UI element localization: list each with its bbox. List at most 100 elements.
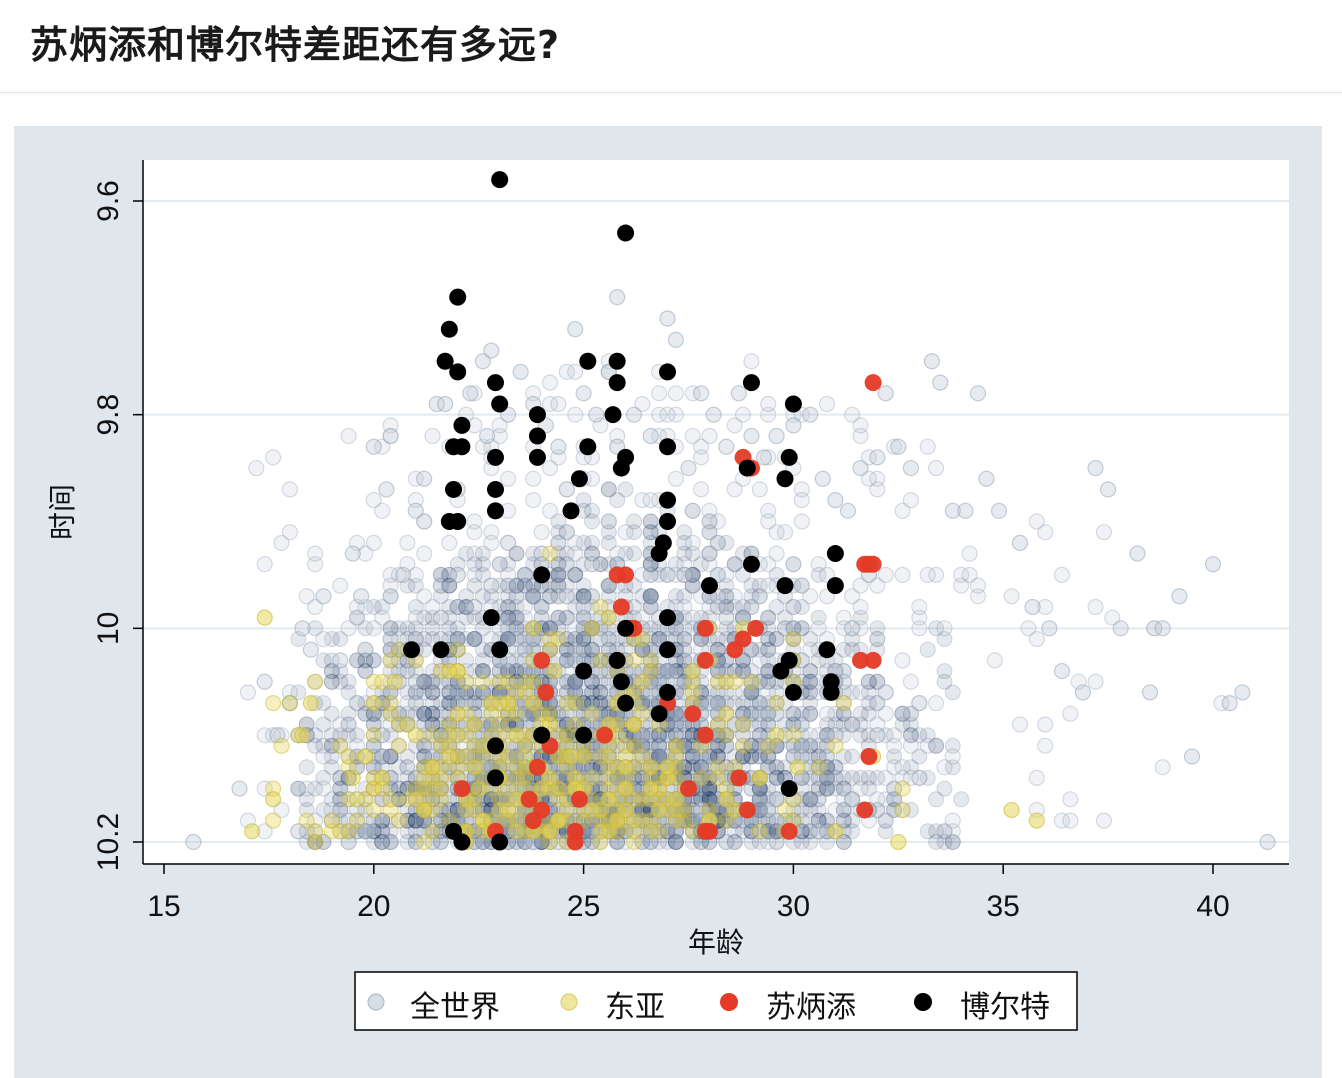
bolt-point (776, 470, 794, 488)
world-point (961, 545, 978, 562)
world-point (609, 545, 626, 562)
world-point (500, 556, 517, 573)
legend-label-bolt: 博尔特 (960, 990, 1050, 1025)
east-asia-point (600, 609, 617, 626)
world-point (835, 620, 852, 637)
world-point (936, 823, 953, 840)
world-point (374, 834, 391, 850)
east-asia-point (734, 737, 752, 754)
world-point (743, 748, 760, 765)
world-point (1087, 459, 1104, 477)
world-point (1053, 566, 1071, 583)
world-point (902, 759, 919, 776)
east-asia-point (382, 694, 399, 712)
world-point (441, 566, 458, 583)
world-point (391, 791, 407, 808)
east-asia-point (365, 695, 382, 712)
world-point (185, 833, 202, 851)
bolt-point (449, 513, 467, 530)
world-point (928, 791, 945, 808)
su-bingtian-point (566, 833, 584, 851)
world-point (508, 577, 525, 594)
bolt-point (742, 374, 760, 392)
world-point (567, 363, 584, 380)
world-point (382, 620, 399, 637)
world-point (802, 802, 819, 818)
world-point (667, 331, 685, 348)
world-point (743, 737, 760, 754)
bolt-point (486, 480, 504, 498)
world-point (701, 545, 718, 562)
su-bingtian-point (700, 822, 718, 840)
east-asia-point (365, 801, 382, 819)
world-point (709, 802, 726, 818)
world-point (617, 545, 634, 562)
bolt-point (776, 577, 794, 595)
world-point (462, 385, 479, 402)
world-point (902, 737, 920, 754)
east-asia-point (441, 727, 458, 744)
world-point (323, 673, 340, 690)
world-point (265, 449, 282, 466)
world-point (382, 620, 399, 637)
east-asia-point (357, 748, 374, 765)
bolt-point (659, 513, 677, 530)
world-point (348, 694, 366, 712)
world-point (500, 609, 517, 626)
east-asia-point (709, 673, 727, 690)
world-point (701, 769, 718, 786)
east-asia-point (600, 748, 617, 765)
world-point (508, 588, 525, 605)
world-point (550, 609, 567, 626)
bolt-point (575, 726, 593, 744)
world-point (416, 470, 433, 487)
world-point (760, 395, 777, 413)
bolt-point (403, 641, 421, 659)
world-point (424, 684, 441, 701)
east-asia-point (634, 673, 651, 690)
world-point (542, 588, 558, 605)
world-point (852, 716, 869, 733)
bolt-point (780, 448, 798, 466)
world-point (340, 673, 357, 690)
legend-marker-world (367, 993, 385, 1011)
east-asia-point (558, 694, 575, 712)
world-point (869, 449, 886, 466)
world-point (533, 609, 550, 626)
world-point (676, 620, 693, 637)
world-point (760, 641, 777, 658)
world-point (567, 534, 584, 551)
world-point (357, 652, 374, 669)
world-point (1095, 812, 1113, 829)
east-asia-point (525, 673, 542, 690)
world-point (936, 620, 953, 637)
world-point (684, 566, 701, 583)
su-bingtian-point (680, 780, 697, 798)
world-point (869, 630, 886, 648)
world-point (600, 513, 617, 530)
east-asia-point (667, 737, 685, 754)
world-point (542, 588, 558, 605)
world-point (399, 663, 416, 680)
world-point (525, 588, 542, 605)
world-point (533, 631, 550, 647)
bolt-point (453, 833, 471, 851)
world-point (332, 577, 349, 594)
world-point (902, 673, 920, 690)
world-point (802, 812, 819, 829)
world-point (827, 492, 844, 509)
world-point (735, 663, 751, 680)
world-point (844, 631, 861, 647)
world-point (432, 577, 449, 594)
y-tick-label: 9.8 (92, 394, 125, 436)
world-point (584, 534, 600, 551)
world-point (483, 534, 500, 551)
world-point (584, 502, 600, 519)
east-asia-point (718, 812, 735, 829)
x-tick-label: 40 (1196, 890, 1229, 923)
world-point (642, 588, 659, 605)
plot-area (143, 160, 1289, 864)
world-point (709, 791, 726, 808)
east-asia-point (768, 694, 785, 712)
world-point (760, 652, 777, 669)
